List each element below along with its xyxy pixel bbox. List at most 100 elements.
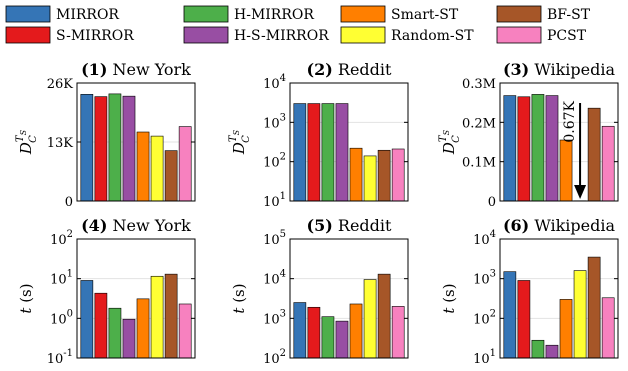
chart-panel: 102 103 104 105 (5) Reddit t (s) — [230, 216, 409, 367]
legend-label: H-S-MIRROR — [234, 28, 329, 44]
bar — [545, 344, 559, 359]
bar — [363, 279, 377, 359]
y-tick-label: 100 — [50, 308, 73, 327]
bar — [136, 131, 150, 202]
bar — [335, 320, 349, 359]
bar — [150, 135, 164, 202]
legend-swatch — [5, 5, 51, 23]
bar — [349, 147, 363, 202]
bar — [545, 95, 559, 202]
legend-swatch — [183, 5, 229, 23]
legend-swatch — [340, 5, 386, 23]
legend-entry: S-MIRROR — [5, 26, 134, 44]
legend-label: S-MIRROR — [56, 28, 134, 44]
bar — [335, 103, 349, 202]
y-axis-label: DTSC — [438, 129, 462, 155]
bar — [108, 307, 122, 359]
y-tick-label: 0.1M — [462, 156, 496, 171]
bar — [94, 292, 108, 359]
y-tick-label: 102 — [50, 229, 73, 248]
y-tick-label: 104 — [263, 269, 286, 288]
bar — [503, 95, 517, 202]
y-tick-label: 101 — [50, 269, 73, 288]
bar — [178, 126, 192, 202]
legend-entry: Smart-ST — [340, 5, 459, 23]
plot-frame — [499, 82, 619, 202]
y-tick-label: 103 — [263, 308, 286, 327]
bar — [559, 299, 573, 359]
legend-label: H-MIRROR — [234, 7, 314, 23]
legend-entry: H-S-MIRROR — [183, 26, 329, 44]
bar — [122, 95, 136, 202]
bar — [377, 149, 391, 202]
legend-swatch — [5, 26, 51, 44]
panel-title: (4) New York — [81, 216, 191, 235]
y-axis-label: t (s) — [17, 283, 35, 313]
panel-title: (2) Reddit — [307, 60, 392, 79]
bar — [80, 280, 94, 359]
y-tick-label: 10-1 — [47, 348, 73, 367]
panel-title: (5) Reddit — [307, 216, 392, 235]
y-tick-label: 101 — [263, 191, 286, 210]
y-tick-label: 102 — [473, 308, 496, 327]
chart-panel: 10-1 100 101 102 (4) New York t (s) — [17, 216, 196, 367]
legend-label: Smart-ST — [391, 7, 459, 23]
y-axis-label: t (s) — [440, 283, 458, 313]
bar — [307, 306, 321, 359]
plot-frame — [76, 238, 196, 359]
annotation-label: 0.67K — [562, 100, 578, 142]
y-tick-label: 103 — [263, 112, 286, 131]
legend-label: MIRROR — [56, 7, 119, 23]
plot-frame — [289, 82, 409, 202]
bar — [363, 155, 377, 202]
y-tick-label: 102 — [263, 348, 286, 367]
bar — [391, 148, 405, 202]
chart-panel: 0 13K 26K (1) New York DTSC — [15, 60, 196, 210]
legend-label: PCST — [547, 28, 587, 44]
bar — [601, 125, 615, 202]
y-tick-label: 101 — [473, 348, 496, 367]
y-tick-label: 13K — [47, 136, 74, 151]
legend-entry: PCST — [496, 26, 587, 44]
bar — [531, 94, 545, 202]
legend-swatch — [496, 26, 542, 44]
y-tick-label: 0 — [488, 195, 496, 210]
chart-panel: 101 102 103 104 (2) Reddit DTSC — [228, 60, 409, 210]
bar — [517, 280, 531, 359]
bar — [293, 302, 307, 359]
legend-entry: Random-ST — [340, 26, 474, 44]
legend-label: Random-ST — [391, 28, 474, 44]
bar — [587, 107, 601, 202]
y-tick-label: 26K — [47, 77, 74, 92]
chart-panel: 0.67K 0 0.1M 0.2M 0.3M (3) Wikipedia DTSC — [438, 60, 619, 210]
panel-title: (1) New York — [81, 60, 191, 79]
bar — [321, 316, 335, 359]
bar — [391, 306, 405, 359]
bar — [587, 256, 601, 359]
legend-label: BF-ST — [547, 7, 591, 23]
bar — [601, 297, 615, 359]
annotation-arrow-head — [574, 185, 587, 199]
y-axis-label: DTSC — [15, 129, 39, 155]
legend-swatch — [340, 26, 386, 44]
y-tick-label: 102 — [263, 152, 286, 171]
bar — [349, 303, 363, 359]
chart-panel: 101 102 103 104 (6) Wikipedia t (s) — [440, 216, 619, 367]
legend-entry: H-MIRROR — [183, 5, 314, 23]
bar — [164, 273, 178, 359]
panel-title: (3) Wikipedia — [503, 60, 616, 79]
y-tick-label: 0.2M — [462, 116, 496, 131]
y-tick-label: 105 — [263, 229, 286, 248]
bar — [150, 275, 164, 359]
y-tick-label: 0.3M — [462, 77, 496, 92]
plot-frame — [499, 238, 619, 359]
panel-title: (6) Wikipedia — [503, 216, 616, 235]
legend-entry: MIRROR — [5, 5, 119, 23]
bar — [321, 103, 335, 202]
y-tick-label: 104 — [473, 229, 496, 248]
bar — [517, 96, 531, 202]
bar — [573, 270, 587, 359]
bar — [293, 103, 307, 202]
y-tick-label: 0 — [65, 195, 73, 210]
bar — [94, 96, 108, 202]
